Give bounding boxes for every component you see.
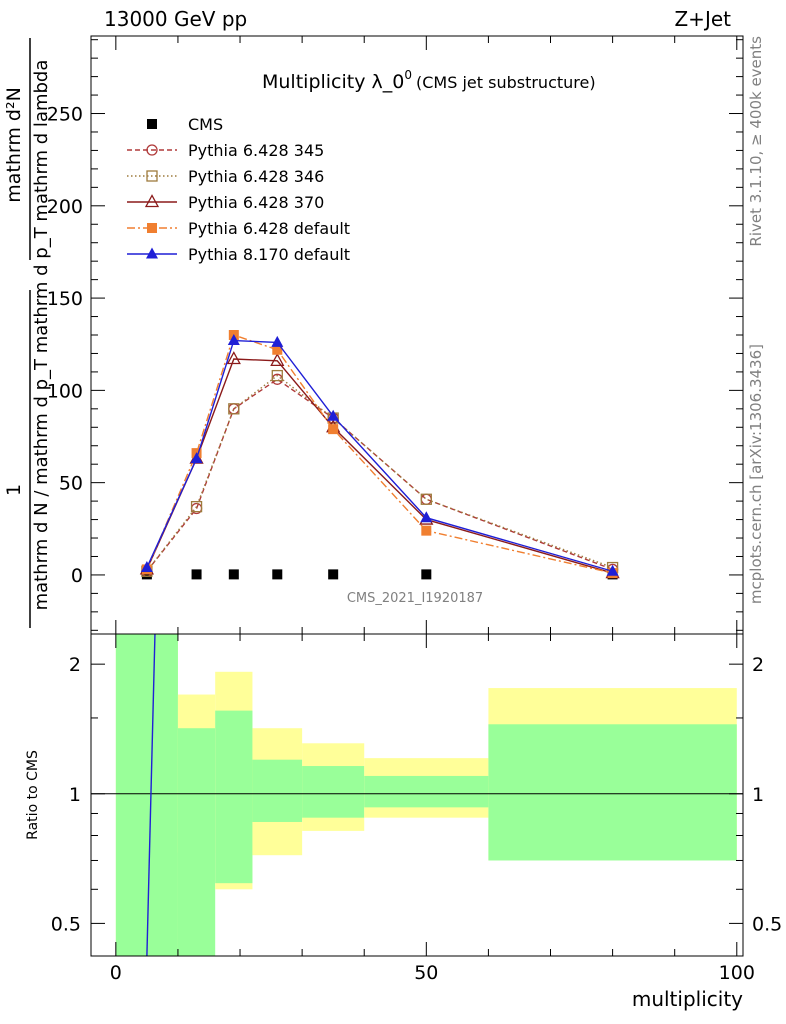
ratio-xtick-label: 0 — [110, 962, 122, 984]
uncertainty-band-inner — [177, 728, 216, 956]
legend-item: Pythia 6.428 346 — [127, 167, 324, 186]
main-ytick-label: 250 — [47, 104, 83, 126]
legend-label: CMS — [188, 115, 223, 134]
main-ytick-label: 100 — [47, 380, 83, 402]
data-point — [191, 569, 202, 580]
series-0 — [141, 569, 618, 580]
legend-label: Pythia 8.170 default — [188, 245, 350, 264]
legend-marker — [146, 144, 158, 156]
legend-item: Pythia 6.428 370 — [127, 193, 324, 212]
series-line — [146, 374, 613, 572]
analysis-label: CMS_2021_I1920187 — [347, 591, 483, 606]
ratio-ylabel: Ratio to CMS — [25, 750, 41, 840]
data-point — [226, 351, 241, 365]
main-ytick-label: 150 — [47, 288, 83, 310]
data-point — [421, 569, 432, 580]
legend-item: CMS — [147, 115, 223, 134]
main-ticks: 0 50 100 150 200 250 — [47, 36, 743, 634]
legend: CMS Pythia 6.428 345 Pythia 6.428 346 Pythi… — [127, 115, 350, 264]
uncertainty-band-inner — [215, 710, 253, 884]
main-ylabel-one: 1 — [3, 484, 25, 496]
ratio-ytick-label: 0.5 — [51, 913, 81, 935]
ratio-series-line — [146, 633, 156, 957]
legend-label: Pythia 6.428 346 — [188, 167, 324, 186]
ratio-ytick-label: 2 — [69, 654, 81, 676]
uncertainty-band-inner — [252, 759, 303, 822]
ratio-series — [146, 633, 156, 957]
series-line — [146, 378, 613, 572]
data-point — [271, 369, 283, 382]
legend-marker — [146, 170, 158, 182]
rivet-label: Rivet 3.1.10, ≥ 400k events — [747, 36, 765, 247]
data-point — [190, 500, 203, 513]
main-title-text: Multiplicity λ_0 — [262, 71, 404, 93]
ratio-xtick-label: 100 — [719, 962, 755, 984]
data-point — [190, 452, 203, 464]
ratio-ytick-label-right: 0.5 — [752, 913, 782, 935]
main-ylabel-numerator: mathrm d²N — [3, 87, 25, 203]
legend-marker — [146, 247, 158, 259]
data-point — [140, 561, 153, 573]
data-point — [420, 493, 432, 505]
data-point — [271, 335, 284, 347]
series-3 — [139, 351, 620, 579]
data-point — [328, 424, 339, 435]
ratio-ytick-label: 1 — [69, 784, 81, 806]
legend-label: Pythia 6.428 default — [188, 219, 350, 238]
data-point — [327, 409, 340, 421]
data-point — [272, 344, 283, 355]
data-point — [228, 403, 240, 415]
ratio-plot: 0.5 0.5 1 1 2 2 0 50 100 — [51, 633, 782, 984]
ratio-ticks: 0.5 0.5 1 1 2 2 0 50 100 — [51, 634, 782, 984]
legend-item: Pythia 8.170 default — [127, 245, 350, 264]
main-subtitle: (CMS jet substructure) — [416, 73, 596, 92]
uncertainty-band-inner — [302, 766, 365, 818]
uncertainty-band-inner — [488, 724, 737, 861]
data-point — [272, 569, 283, 580]
data-point — [328, 569, 339, 580]
data-point — [420, 493, 432, 505]
legend-item: Pythia 6.428 345 — [127, 141, 324, 160]
legend-marker — [147, 223, 157, 233]
ratio-ytick-label-right: 1 — [752, 784, 764, 806]
legend-marker — [147, 119, 157, 129]
data-point — [421, 525, 432, 536]
data-point — [228, 569, 239, 580]
legend-marker — [144, 194, 160, 208]
main-ytick-label: 50 — [59, 473, 83, 495]
uncertainty-band-inner — [364, 775, 489, 808]
ratio-plot-frame — [90, 633, 744, 957]
main-series — [139, 330, 620, 580]
uncertainty-band-inner — [115, 634, 178, 956]
data-point — [227, 334, 240, 346]
legend-item: Pythia 6.428 default — [127, 219, 350, 238]
series-4 — [141, 330, 618, 579]
mcplots-label: mcplots.cern.ch [arXiv:1306.3436] — [747, 344, 765, 604]
header-energy-label: 13000 GeV pp — [104, 7, 247, 31]
data-point — [606, 564, 619, 576]
x-axis-label: multiplicity — [632, 987, 743, 1011]
main-ytick-label: 0 — [71, 565, 83, 587]
legend-label: Pythia 6.428 370 — [188, 193, 324, 212]
main-title: Multiplicity λ_00 — [262, 68, 412, 93]
ratio-xtick-label: 50 — [414, 962, 438, 984]
ratio-bands — [115, 634, 737, 956]
series-5 — [140, 334, 619, 576]
ratio-ytick-label-right: 2 — [752, 654, 764, 676]
main-ylabel: mathrm d N / mathrm d p_T mathrm d p_T m… — [31, 60, 52, 611]
main-title-sup: 0 — [404, 68, 412, 82]
legend-label: Pythia 6.428 345 — [188, 141, 324, 160]
header-process-label: Z+Jet — [674, 7, 731, 31]
main-ytick-label: 200 — [47, 196, 83, 218]
data-point — [270, 352, 285, 366]
data-point — [420, 511, 433, 523]
